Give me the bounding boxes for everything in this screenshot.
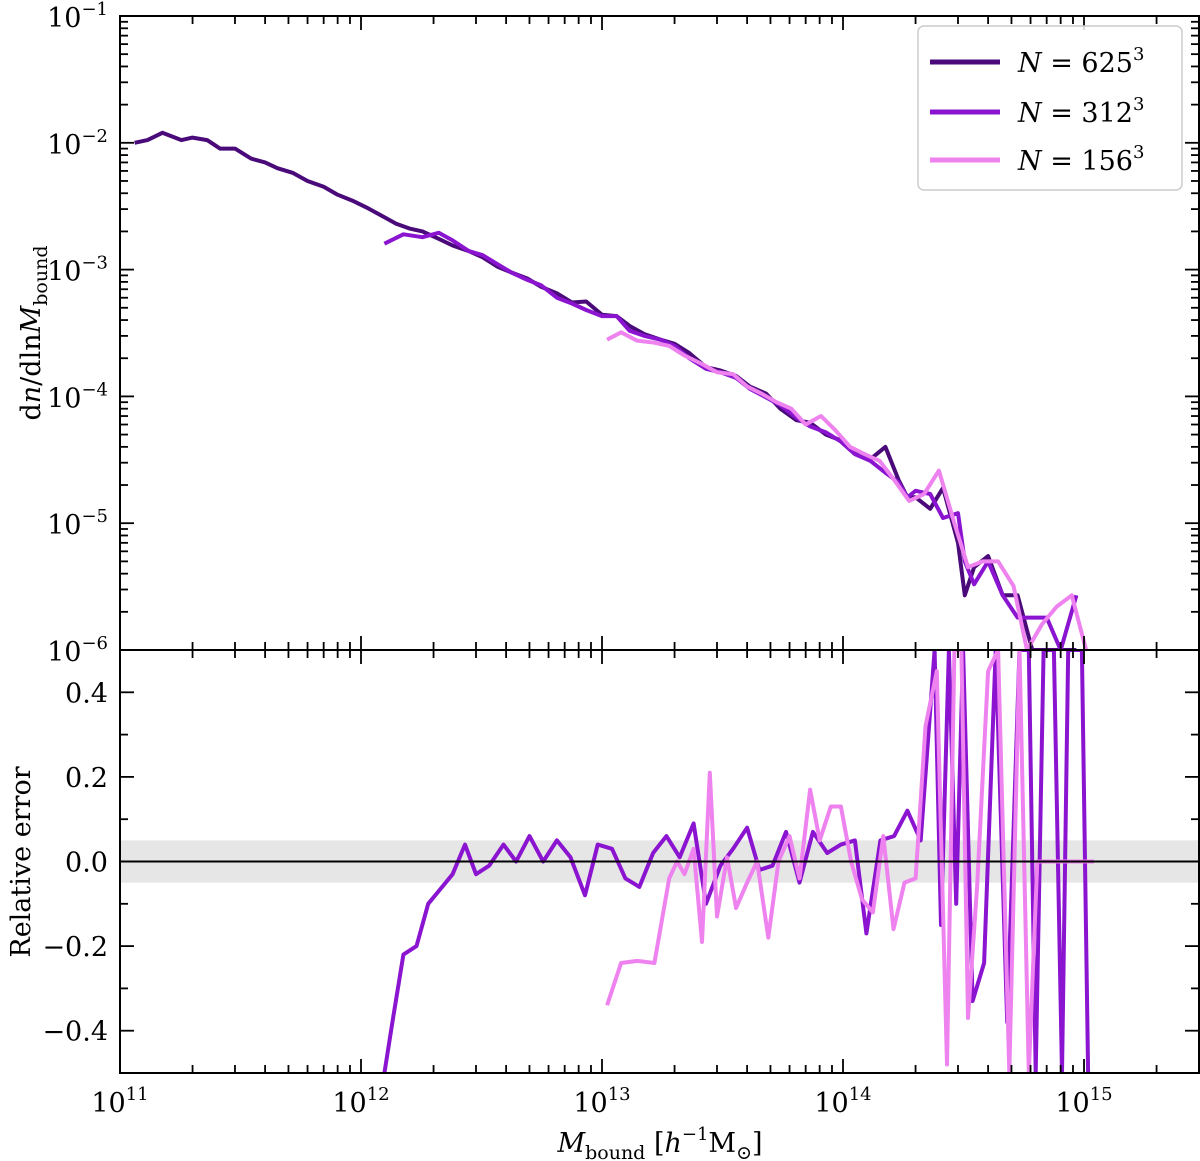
x-tick-label: 1012 bbox=[332, 1084, 389, 1119]
x-tick-label: 1011 bbox=[91, 1084, 148, 1119]
mass-function-line-0 bbox=[134, 130, 1077, 650]
bottom-y-tick-label: −0.2 bbox=[42, 932, 108, 963]
legend: N = 6253 N = 3123 N = 1563 bbox=[917, 25, 1183, 191]
bottom-y-tick-label: −0.4 bbox=[42, 1017, 108, 1048]
top-panel bbox=[134, 130, 1089, 650]
relative-error-line-1 bbox=[605, 650, 1094, 1073]
bottom-y-tick-label: 0.4 bbox=[65, 678, 108, 709]
mass-function-line-2 bbox=[606, 330, 1089, 650]
legend-entry-312: N = 3123 bbox=[930, 94, 1144, 129]
x-tick-label: 1015 bbox=[1055, 1084, 1112, 1119]
legend-label-625: N = 6253 bbox=[1017, 44, 1144, 79]
x-tick-label: 1013 bbox=[573, 1084, 630, 1119]
top-y-tick-label: 10−3 bbox=[47, 253, 108, 288]
x-axis-label: Mbound [h−1M⊙] bbox=[556, 1124, 762, 1161]
bottom-panel-frame bbox=[119, 649, 1200, 1074]
legend-label-312: N = 3123 bbox=[1017, 94, 1144, 129]
top-y-axis-label: dn/dlnMbound bbox=[16, 246, 52, 421]
legend-entry-156: N = 1563 bbox=[930, 142, 1144, 177]
mass-function-line-1 bbox=[383, 230, 1079, 650]
bottom-y-tick-label: 0.0 bbox=[65, 848, 108, 879]
top-y-tick-label: 10−1 bbox=[47, 0, 108, 34]
x-tick-label: 1014 bbox=[814, 1084, 871, 1119]
top-y-tick-label: 10−2 bbox=[47, 126, 108, 161]
bottom-y-tick-label: 0.2 bbox=[65, 763, 108, 794]
top-y-tick-label: 10−5 bbox=[47, 506, 108, 541]
tick-labels: 10−1 10−2 10−3 10−4 10−5 10−6 0.4 0.2 0.0 −0.2 −0.… bbox=[42, 0, 1112, 1119]
legend-box bbox=[917, 25, 1183, 191]
top-y-tick-label: 10−6 bbox=[47, 633, 108, 668]
bottom-panel bbox=[120, 650, 1199, 1073]
legend-entry-625: N = 6253 bbox=[930, 44, 1144, 79]
bottom-y-axis-label: Relative error bbox=[6, 766, 37, 957]
top-y-tick-label: 10−4 bbox=[47, 379, 108, 414]
legend-label-156: N = 1563 bbox=[1017, 142, 1144, 177]
